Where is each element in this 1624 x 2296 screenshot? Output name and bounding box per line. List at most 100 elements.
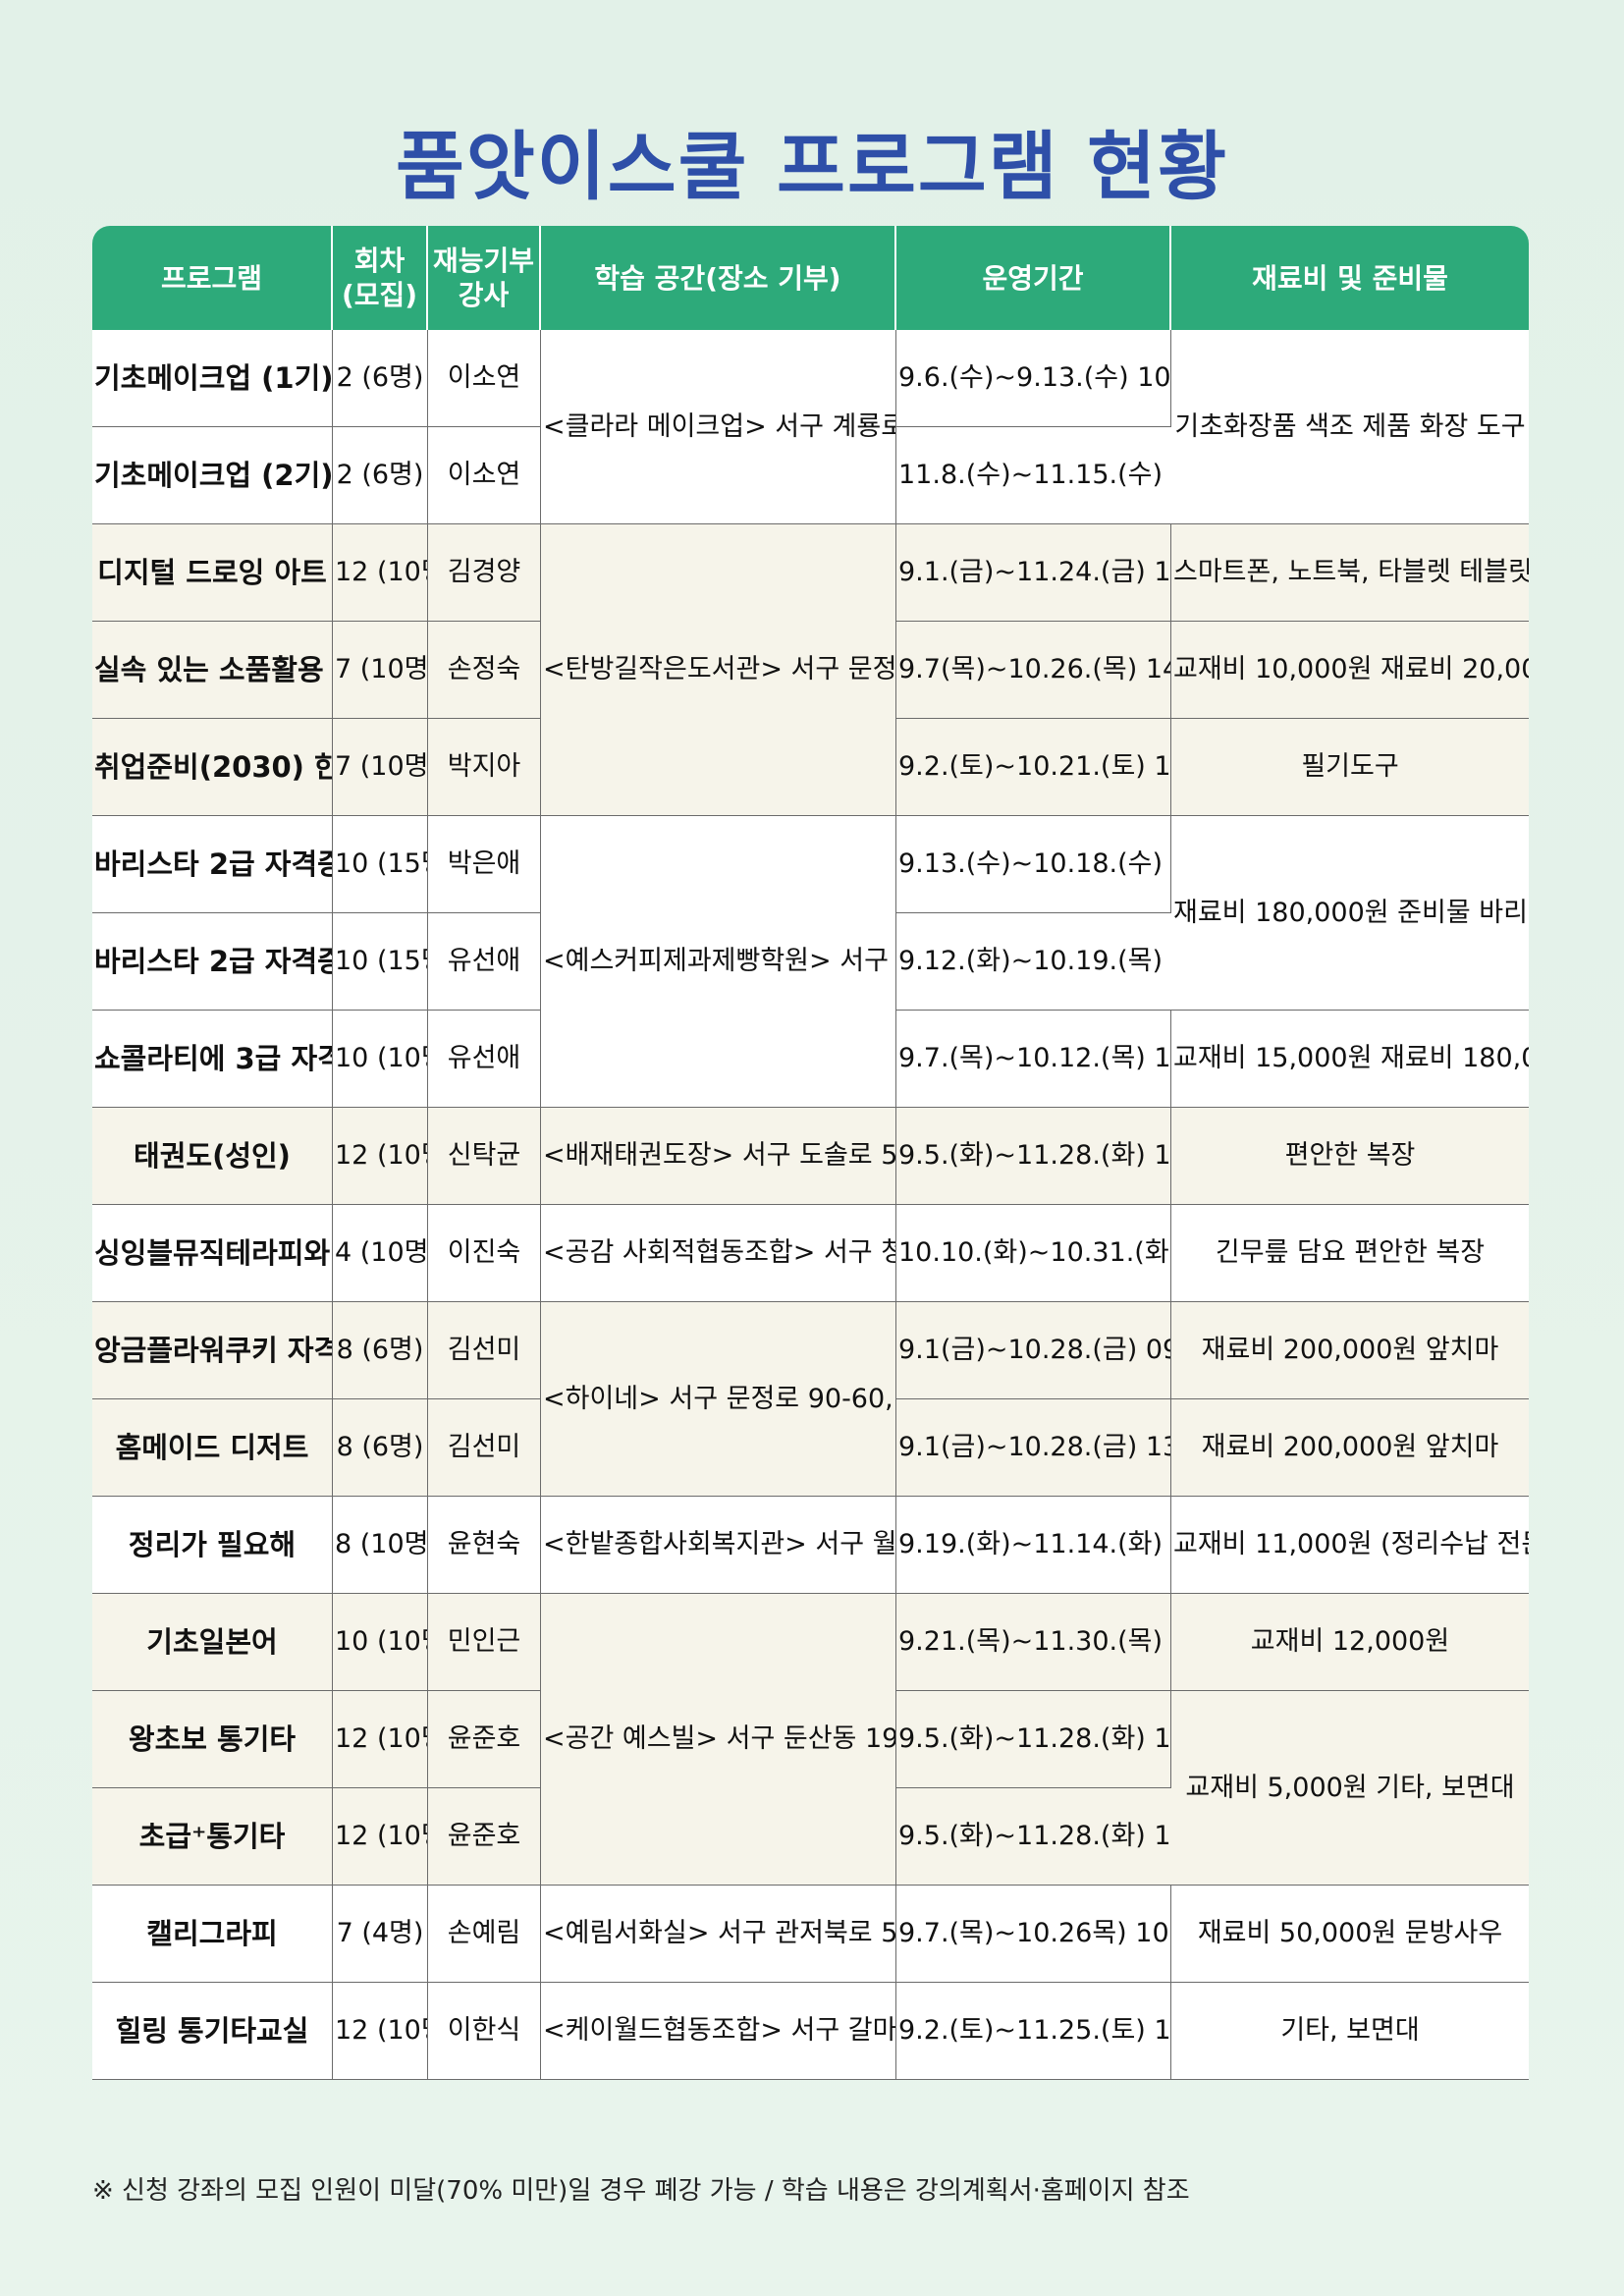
sessions-cell: 12 (10명) xyxy=(333,524,428,622)
program-name: 왕초보 통기타 xyxy=(92,1691,333,1788)
period-cell: 9.7(목)~10.26.(목) 14:00~15:30 xyxy=(896,622,1171,719)
instructor-cell: 김선미 xyxy=(428,1302,541,1399)
program-name: 정리가 필요해 xyxy=(92,1497,333,1594)
materials-cell: 교재비 11,000원 (정리수납 전문가 2급) xyxy=(1171,1497,1529,1594)
sessions-cell: 8 (6명) xyxy=(333,1302,428,1399)
footnote: ※ 신청 강좌의 모집 인원이 미달(70% 미만)일 경우 폐강 가능 / 학… xyxy=(92,2176,1190,2206)
instructor-cell: 윤준호 xyxy=(428,1691,541,1788)
program-name: 바리스타 2급 자격증반(오전반) xyxy=(92,816,333,913)
program-name: 기초일본어 xyxy=(92,1594,333,1691)
program-name: 앙금플라워쿠키 자격증반 xyxy=(92,1302,333,1399)
table-row: 기초일본어 10 (10명) 민인근 <공간 예스빌> 서구 둔산동 199-1… xyxy=(92,1594,1529,1886)
venue-cell: <예림서화실> 서구 관저북로 51, 8-17(1층) xyxy=(541,1886,896,1983)
period-cell: 11.8.(수)~11.15.(수) 10:00~12:00 xyxy=(896,427,1171,524)
instructor-cell: 신탁균 xyxy=(428,1108,541,1205)
header-materials: 재료비 및 준비물 xyxy=(1171,226,1529,330)
table-header-row: 프로그램 회차 (모집) 재능기부 강사 학습 공간(장소 기부) 운영기간 재… xyxy=(92,226,1529,330)
program-name: 디지털 드로잉 아트 xyxy=(92,524,333,622)
table-row: 홈메이드 디저트 8 (6명) 김선미 9.1(금)~10.28.(금) 13:… xyxy=(92,1399,1529,1497)
venue-cell: <공간 예스빌> 서구 둔산동 199-17, 1층 (마을 상인회 주차장 앞… xyxy=(541,1594,896,1886)
table-row: 바리스타 2급 자격증반(오후반) 10 (15명) 유선애 9.12.(화)~… xyxy=(92,913,1529,1011)
table-row: 정리가 필요해 8 (10명) 윤현숙 <한밭종합사회복지관> 서구 월평북로 … xyxy=(92,1497,1529,1594)
instructor-cell: 유선애 xyxy=(428,1011,541,1108)
program-name: 취업준비(2030) 한번에 끝내기 xyxy=(92,719,333,816)
program-name: 쇼콜라티에 3급 자격증반 xyxy=(92,1011,333,1108)
sessions-cell: 10 (15명) xyxy=(333,816,428,913)
program-name: 싱잉블뮤직테라피와 명상 xyxy=(92,1205,333,1302)
sessions-cell: 7 (4명) xyxy=(333,1886,428,1983)
period-cell: 9.1.(금)~11.24.(금) 10:00~12:00 xyxy=(896,524,1171,622)
period-cell: 9.21.(목)~11.30.(목) 10:00~12:00 xyxy=(896,1594,1171,1691)
venue-cell: <배재태권도장> 서구 도솔로 53, 2층 xyxy=(541,1108,896,1205)
table-row: 디지털 드로잉 아트 12 (10명) 김경양 <탄방길작은도서관> 서구 문정… xyxy=(92,524,1529,816)
instructor-cell: 이진숙 xyxy=(428,1205,541,1302)
materials-cell: 스마트폰, 노트북, 타블렛 테블릿, 아이패드 중 1종 xyxy=(1171,524,1529,622)
instructor-cell: 윤준호 xyxy=(428,1788,541,1886)
materials-cell: 재료비 200,000원 앞치마 xyxy=(1171,1399,1529,1497)
period-cell: 9.12.(화)~10.19.(목) 14:00~16:00(화,목) xyxy=(896,913,1171,1011)
period-cell: 9.2.(토)~11.25.(토) 10:30~12:30 xyxy=(896,1983,1171,2080)
program-name: 캘리그라피 xyxy=(92,1886,333,1983)
sessions-cell: 7 (10명) xyxy=(333,719,428,816)
sessions-cell: 10 (10명) xyxy=(333,1594,428,1691)
program-name: 실속 있는 소품활용 캘리그라피 xyxy=(92,622,333,719)
sessions-cell: 7 (10명) xyxy=(333,622,428,719)
page-title: 품앗이스쿨 프로그램 현황 xyxy=(395,123,1229,210)
table-row: 쇼콜라티에 3급 자격증반 10 (10명) 유선애 9.7.(목)~10.12… xyxy=(92,1011,1529,1108)
table-row: 힐링 통기타교실 12 (10명) 이한식 <케이월드협동조합> 서구 갈마로 … xyxy=(92,1983,1529,2080)
program-table: 프로그램 회차 (모집) 재능기부 강사 학습 공간(장소 기부) 운영기간 재… xyxy=(92,226,1529,2080)
header-program: 프로그램 xyxy=(92,226,333,330)
program-name: 초급⁺통기타 xyxy=(92,1788,333,1886)
instructor-cell: 이소연 xyxy=(428,330,541,427)
materials-cell: 편안한 복장 xyxy=(1171,1108,1529,1205)
materials-cell: 필기도구 xyxy=(1171,719,1529,816)
instructor-cell: 이소연 xyxy=(428,427,541,524)
instructor-cell: 박지아 xyxy=(428,719,541,816)
venue-cell: <하이네> 서구 문정로 90-60, 한우리@상가 1층 xyxy=(541,1302,896,1497)
period-cell: 9.1(금)~10.28.(금) 09:50~12:00 xyxy=(896,1302,1171,1399)
table-row: 캘리그라피 7 (4명) 손예림 <예림서화실> 서구 관저북로 51, 8-1… xyxy=(92,1886,1529,1983)
program-name: 기초메이크업 (1기) xyxy=(92,330,333,427)
period-cell: 9.13.(수)~10.18.(수) 10:00~12:00(수,목) xyxy=(896,816,1171,913)
table-row: 앙금플라워쿠키 자격증반 8 (6명) 김선미 <하이네> 서구 문정로 90-… xyxy=(92,1302,1529,1497)
sessions-cell: 2 (6명) xyxy=(333,427,428,524)
table-row: 기초메이크업 (2기) 2 (6명) 이소연 11.8.(수)~11.15.(수… xyxy=(92,427,1529,524)
period-cell: 9.5.(화)~11.28.(화) 10:00~12:00 xyxy=(896,1691,1171,1788)
period-cell: 9.2.(토)~10.21.(토) 10:00~12:00 xyxy=(896,719,1171,816)
instructor-cell: 박은애 xyxy=(428,816,541,913)
venue-cell: <탄방길작은도서관> 서구 문정로 96, 2층 xyxy=(541,524,896,816)
sessions-cell: 8 (10명) xyxy=(333,1497,428,1594)
venue-cell: <한밭종합사회복지관> 서구 월평북로 11 xyxy=(541,1497,896,1594)
materials-cell: 기타, 보면대 xyxy=(1171,1983,1529,2080)
period-cell: 9.7.(목)~10.12.(목) 10:00~12:00(수,목) xyxy=(896,1011,1171,1108)
materials-cell: 교재비 15,000원 재료비 180,000원 준비물 앞치마, 린넨, 행주… xyxy=(1171,1011,1529,1108)
period-cell: 9.7.(목)~10.26목) 10:00~12:00 xyxy=(896,1886,1171,1983)
sessions-cell: 2 (6명) xyxy=(333,330,428,427)
instructor-cell: 손예림 xyxy=(428,1886,541,1983)
sessions-cell: 12 (10명) xyxy=(333,1788,428,1886)
period-cell: 9.1(금)~10.28.(금) 13:30~15:30 xyxy=(896,1399,1171,1497)
sessions-cell: 4 (10명) xyxy=(333,1205,428,1302)
instructor-cell: 이한식 xyxy=(428,1983,541,2080)
table-row: 싱잉블뮤직테라피와 명상 4 (10명) 이진숙 <공감 사회적협동조합> 서구… xyxy=(92,1205,1529,1302)
sessions-cell: 12 (10명) xyxy=(333,1691,428,1788)
program-name: 태권도(성인) xyxy=(92,1108,333,1205)
table-row: 실속 있는 소품활용 캘리그라피 7 (10명) 손정숙 9.7(목)~10.2… xyxy=(92,622,1529,719)
materials-cell: 교재비 10,000원 재료비 20,000원 연습종이지 xyxy=(1171,622,1529,719)
program-name: 바리스타 2급 자격증반(오후반) xyxy=(92,913,333,1011)
materials-cell: 재료비 50,000원 문방사우 xyxy=(1171,1886,1529,1983)
sessions-cell: 10 (10명) xyxy=(333,1011,428,1108)
venue-cell: <예스커피제과제빵학원> 서구 계백로 1149, 효진빌딩 403호 xyxy=(541,816,896,1108)
header-sessions: 회차 (모집) xyxy=(333,226,428,330)
period-cell: 10.10.(화)~10.31.(화) 10:30~12:00 xyxy=(896,1205,1171,1302)
venue-cell: <클라라 메이크업> 서구 계룡로 365-1, 3층 xyxy=(541,330,896,524)
period-cell: 9.5.(화)~11.28.(화) 10:00~11:30 xyxy=(896,1108,1171,1205)
period-cell: 9.5.(화)~11.28.(화) 14:00~16:00 xyxy=(896,1788,1171,1886)
sessions-cell: 8 (6명) xyxy=(333,1399,428,1497)
program-name: 힐링 통기타교실 xyxy=(92,1983,333,2080)
table-row: 취업준비(2030) 한번에 끝내기 7 (10명) 박지아 9.2.(토)~1… xyxy=(92,719,1529,816)
venue-cell: <공감 사회적협동조합> 서구 청사서로 54, 201호 xyxy=(541,1205,896,1302)
period-cell: 9.19.(화)~11.14.(화) 14:00~16:00 xyxy=(896,1497,1171,1594)
instructor-cell: 손정숙 xyxy=(428,622,541,719)
header-instructor: 재능기부 강사 xyxy=(428,226,541,330)
